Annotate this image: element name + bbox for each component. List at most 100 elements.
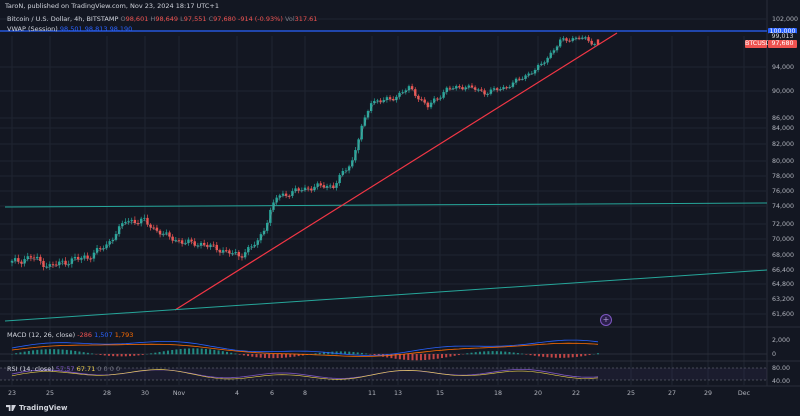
- candle-body: [149, 224, 152, 228]
- macd-histogram-bar: [554, 354, 557, 358]
- macd-histogram-bar: [537, 354, 540, 357]
- macd-histogram-bar: [453, 354, 456, 356]
- macd-histogram-bar: [70, 350, 73, 355]
- candle-body: [524, 75, 527, 79]
- candle-body: [13, 258, 17, 261]
- candle-body: [332, 185, 335, 188]
- macd-histogram-bar: [196, 348, 199, 355]
- level-100000-tag: 100,000: [768, 28, 797, 36]
- price-tick-label: 84,000: [772, 125, 794, 132]
- macd-histogram-bar: [242, 354, 245, 356]
- candle-body: [426, 102, 430, 108]
- time-tick-label: Dec: [738, 390, 751, 397]
- macd-legend[interactable]: MACD (12, 26, close) -286 1,507 1,793: [7, 331, 134, 339]
- macd-histogram-bar: [221, 351, 224, 355]
- macd-histogram-bar: [508, 352, 511, 355]
- macd-histogram-bar: [141, 354, 144, 355]
- candle-body: [177, 240, 181, 241]
- candle-body: [470, 85, 474, 88]
- macd-histogram-bar: [301, 354, 304, 356]
- candle-body: [508, 86, 511, 88]
- macd-histogram-bar: [575, 354, 578, 357]
- candle-body: [316, 183, 319, 187]
- candle-body: [111, 239, 115, 242]
- candle-body: [61, 260, 64, 262]
- candle-body: [300, 190, 304, 191]
- macd-histogram-bar: [133, 354, 136, 356]
- candle-body: [278, 195, 281, 198]
- candle-body: [590, 40, 593, 45]
- candle-body: [284, 193, 288, 196]
- macd-histogram-bar: [23, 351, 26, 355]
- time-tick-label: 6: [270, 390, 274, 397]
- candle-body: [121, 223, 124, 227]
- candle-body: [558, 39, 562, 47]
- candle-body: [253, 244, 256, 247]
- time-tick-label: 30: [141, 390, 149, 397]
- macd-histogram-bar: [466, 353, 469, 355]
- candle-body: [294, 188, 297, 192]
- macd-histogram-bar: [91, 353, 94, 355]
- tradingview-logo[interactable]: TradingView: [6, 404, 68, 412]
- candle-body: [310, 188, 313, 191]
- macd-histogram-bar: [86, 352, 89, 355]
- candle-body: [587, 37, 590, 41]
- macd-histogram-bar: [542, 354, 545, 357]
- candle-body: [492, 88, 496, 90]
- candle-body: [502, 87, 505, 89]
- rsi-legend[interactable]: RSI (14, close) 57.57 67.71 0 0 0 0: [7, 365, 121, 373]
- candle-body: [410, 86, 414, 90]
- macd-histogram-bar: [175, 349, 178, 355]
- macd-histogram-bar: [179, 349, 182, 355]
- candle-body: [407, 86, 411, 91]
- candle-body: [417, 95, 420, 100]
- macd-histogram-bar: [230, 352, 233, 355]
- drawn-lines: [0, 30, 768, 322]
- candle-body: [555, 46, 559, 51]
- rsi-band: [0, 368, 767, 380]
- macd-histogram-bar: [424, 354, 427, 361]
- macd-histogram-bar: [57, 349, 60, 355]
- candle-body: [511, 82, 515, 87]
- candle-body: [76, 256, 80, 260]
- rsi-axis-label: 80.00: [772, 365, 790, 372]
- candle-body: [99, 248, 102, 249]
- time-tick-label: 29: [704, 390, 712, 397]
- last-price-tag: 97,680: [768, 40, 797, 48]
- vwap-legend[interactable]: VWAP (Session) 98,501 98,813 98,190: [7, 25, 133, 33]
- macd-histogram-bar: [441, 354, 444, 359]
- macd-histogram-bar: [478, 351, 481, 355]
- candle-body: [461, 87, 464, 90]
- candle-body: [319, 183, 322, 186]
- candle-body: [67, 263, 70, 265]
- macd-histogram-bar: [550, 354, 553, 358]
- macd-histogram-bar: [369, 354, 372, 355]
- macd-histogram-bar: [546, 354, 549, 358]
- add-indicator-icon[interactable]: +: [600, 314, 612, 326]
- candle-body: [420, 99, 423, 101]
- tradingview-icon: [6, 405, 16, 411]
- macd-histogram-bar: [99, 354, 102, 355]
- time-tick-label: Nov: [173, 390, 186, 397]
- time-tick-label: 22: [572, 390, 580, 397]
- time-tick-label: 18: [494, 390, 502, 397]
- candle-body: [234, 252, 237, 254]
- vwap-line: [11, 38, 595, 269]
- candle-body: [297, 188, 300, 191]
- candle-body: [401, 92, 404, 93]
- vwap-price-tag: 99,013: [768, 33, 797, 41]
- candle-body: [250, 246, 253, 248]
- candle-body: [20, 261, 23, 264]
- macd-histogram-bar: [272, 354, 275, 359]
- time-tick-label: 13: [394, 390, 402, 397]
- macd-histogram-bar: [192, 348, 195, 355]
- macd-histogram-bar: [504, 351, 507, 355]
- symbol-title[interactable]: Bitcoin / U.S. Dollar, 4h, BITSTAMP: [7, 15, 119, 23]
- candle-body: [313, 186, 316, 191]
- macd-histogram-bar: [567, 354, 570, 358]
- candle-body: [325, 185, 329, 188]
- candle-body: [335, 183, 338, 188]
- macd-histogram-bar: [597, 353, 599, 355]
- candle-body: [127, 220, 130, 222]
